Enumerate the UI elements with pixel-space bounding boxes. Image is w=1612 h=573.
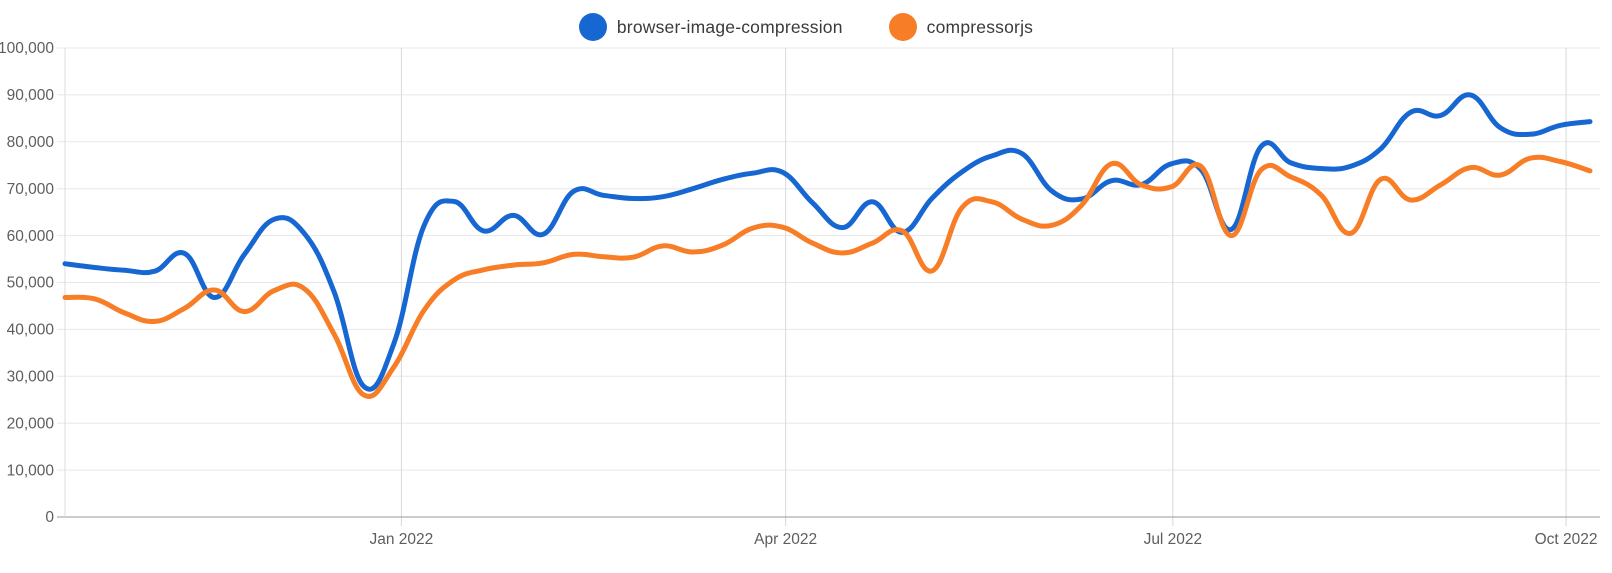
gridlines bbox=[57, 47, 1600, 526]
legend-dot-orange-icon bbox=[888, 13, 917, 41]
y-axis-tick-label: 70,000 bbox=[7, 181, 55, 198]
axis-labels: 0 10,000 20,000 30,000 40,000 50,000 60,000 70,… bbox=[0, 40, 1598, 548]
y-axis-tick-label: 90,000 bbox=[7, 87, 55, 104]
chart-legend: browser-image-compression compressorjs bbox=[0, 13, 1612, 41]
x-axis-tick-label: Apr 2022 bbox=[754, 531, 817, 548]
y-axis-tick-label: 20,000 bbox=[7, 415, 55, 432]
legend-label: browser-image-compression bbox=[616, 16, 843, 37]
y-axis-tick-label: 40,000 bbox=[7, 322, 55, 339]
legend-item-browser-image-compression[interactable]: browser-image-compression bbox=[578, 13, 843, 41]
y-axis-tick-label: 100,000 bbox=[0, 40, 54, 57]
y-axis-tick-label: 30,000 bbox=[7, 369, 55, 386]
y-axis-tick-label: 10,000 bbox=[7, 462, 55, 479]
y-axis-tick-label: 80,000 bbox=[7, 134, 55, 151]
y-axis-tick-label: 60,000 bbox=[7, 228, 55, 245]
x-axis-tick-label: Jan 2022 bbox=[370, 531, 434, 548]
legend-label: compressorjs bbox=[926, 16, 1034, 37]
legend-dot-blue-icon bbox=[578, 13, 607, 41]
series-line-compressorjs[interactable] bbox=[62, 154, 1593, 399]
series-lines bbox=[62, 92, 1593, 399]
x-axis-tick-label: Jul 2022 bbox=[1144, 531, 1203, 548]
y-axis-tick-label: 50,000 bbox=[7, 275, 55, 292]
x-axis-tick-label: Oct 2022 bbox=[1535, 531, 1598, 548]
series-line-browser-image-compression[interactable] bbox=[62, 92, 1593, 392]
y-axis-tick-label: 0 bbox=[45, 509, 54, 526]
legend-item-compressorjs[interactable]: compressorjs bbox=[888, 13, 1034, 41]
axes bbox=[57, 48, 1600, 518]
